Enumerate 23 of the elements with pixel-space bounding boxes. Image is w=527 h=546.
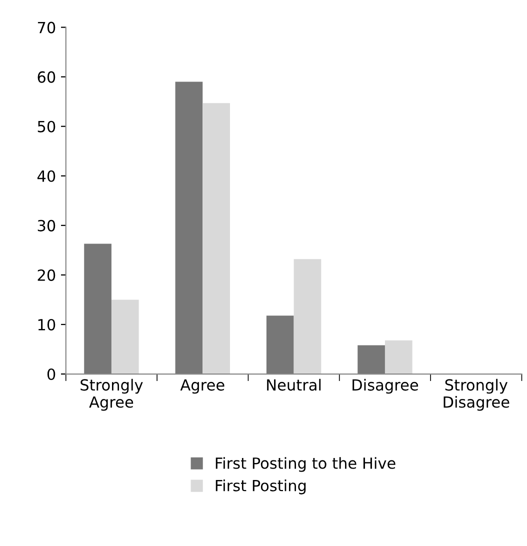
bar <box>202 103 230 374</box>
bar <box>384 340 412 374</box>
legend-label: First Posting to the Hive <box>216 457 396 472</box>
bar <box>84 244 112 374</box>
y-tick-label: 60 <box>38 71 56 83</box>
y-tick-label: 30 <box>38 220 56 232</box>
y-tick-label: 70 <box>38 22 56 34</box>
y-tick-label: 20 <box>38 269 56 281</box>
x-tick-label: Strongly Agree <box>80 378 143 411</box>
y-tick-label: 40 <box>37 170 56 182</box>
y-tick-label: 10 <box>38 318 56 330</box>
legend-label: First Posting <box>216 480 306 494</box>
bar <box>266 316 294 374</box>
x-tick-label: Disagree <box>352 378 418 394</box>
bar <box>358 345 385 374</box>
y-tick-label: 0 <box>47 368 56 380</box>
x-tick-label: Strongly Disagree <box>444 378 510 411</box>
bar <box>175 82 203 374</box>
x-tick-label: Neutral <box>267 378 321 391</box>
bar <box>294 259 322 374</box>
y-tick-label: 50 <box>38 120 56 132</box>
x-tick-label: Agree <box>180 379 224 394</box>
bar <box>111 300 139 374</box>
